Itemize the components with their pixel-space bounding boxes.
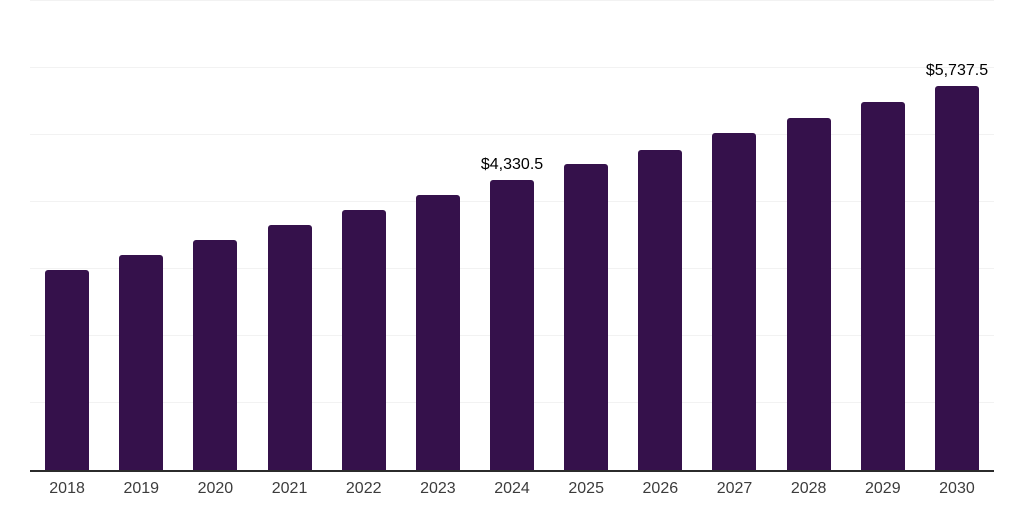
bar-2030	[934, 85, 979, 470]
bar-slot	[401, 0, 475, 470]
bar-slot: $4,330.5	[475, 0, 549, 470]
bars: $4,330.5 $5,737.5	[30, 0, 994, 470]
bar-2019	[119, 255, 164, 470]
bar-slot	[327, 0, 401, 470]
gridline	[30, 67, 994, 68]
bar-2021	[267, 225, 312, 470]
x-tick-label: 2029	[865, 480, 901, 497]
bar-2029	[860, 101, 905, 470]
x-tick-label: 2027	[716, 480, 753, 497]
x-tick-label: 2026	[642, 480, 679, 497]
x-tick-label: 2021	[271, 480, 308, 497]
x-tick-label: 2019	[123, 480, 160, 497]
bar-2023	[415, 195, 460, 470]
bar-2024	[490, 179, 535, 470]
x-axis-line	[30, 470, 994, 472]
bar-slot	[846, 0, 920, 470]
x-tick-label: 2024	[494, 480, 530, 497]
bar-slot: $5,737.5	[920, 0, 994, 470]
bar-slot	[104, 0, 178, 470]
bar-slot	[549, 0, 623, 470]
x-tick-label: 2020	[197, 480, 234, 497]
gridline	[30, 134, 994, 135]
bar-slot	[623, 0, 697, 470]
x-tick-label: 2018	[49, 480, 85, 497]
bar-value-label: $5,737.5	[925, 61, 989, 79]
bar-slot	[30, 0, 104, 470]
bar-2026	[638, 150, 683, 470]
bar-slot	[697, 0, 771, 470]
x-axis-labels: 2018 2019 2020 2021 2022 2023 2024 2025 2026 2027…	[30, 480, 994, 498]
x-tick-label: 2025	[568, 480, 604, 497]
bar-value-label: $4,330.5	[480, 155, 544, 173]
x-tick-label: 2023	[420, 480, 456, 497]
x-tick-label: 2022	[345, 480, 382, 497]
bar-2022	[341, 210, 386, 470]
bar-slot	[772, 0, 846, 470]
bar-2018	[45, 270, 90, 470]
bar-2028	[786, 117, 831, 470]
bar-2020	[193, 240, 238, 470]
bar-slot	[178, 0, 252, 470]
x-tick-label: 2028	[790, 480, 827, 497]
bar-2027	[712, 132, 757, 470]
bar-2025	[564, 164, 609, 470]
x-tick-label: 2030	[939, 480, 975, 497]
gridline	[30, 0, 994, 1]
plot-area: $4,330.5 $5,737.5	[30, 0, 994, 472]
bar-slot	[252, 0, 326, 470]
